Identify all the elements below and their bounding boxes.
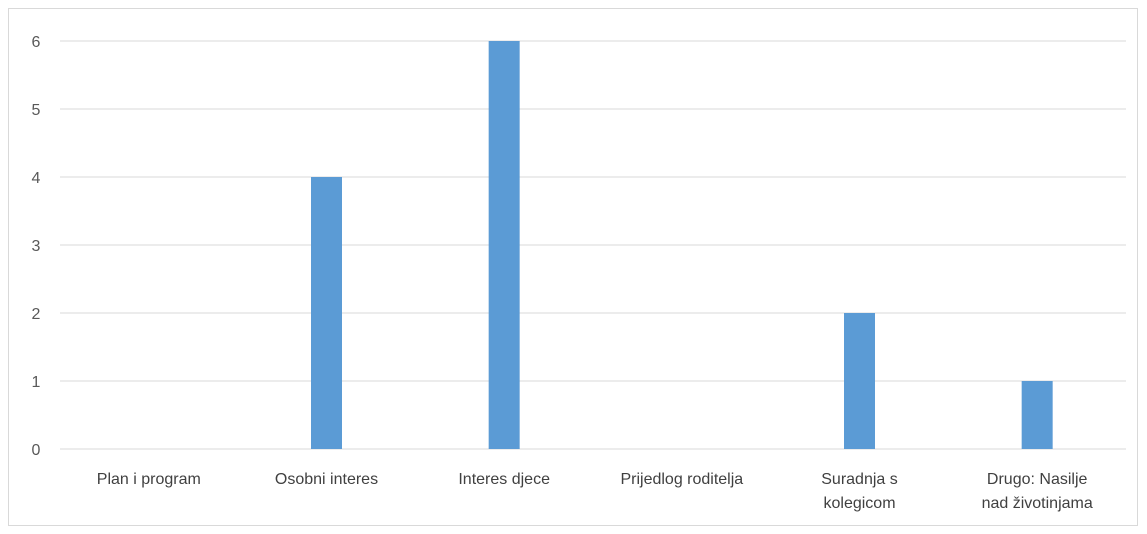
bar-2 (311, 177, 342, 449)
chart-frame (8, 8, 1138, 526)
category-label-3: Interes djece (458, 471, 550, 488)
y-tick-label-5: 5 (32, 102, 41, 119)
category-label-line: Drugo: Nasilje (987, 471, 1088, 488)
category-label-line: Osobni interes (275, 471, 378, 488)
y-tick-label-4: 4 (32, 170, 41, 187)
y-tick-label-3: 3 (32, 238, 41, 255)
category-label-line: Suradnja s (821, 471, 898, 488)
category-label-2: Osobni interes (275, 471, 378, 488)
y-tick-label-6: 6 (32, 34, 41, 51)
y-tick-label-2: 2 (32, 306, 41, 323)
category-label-line: Interes djece (458, 471, 550, 488)
bar-3 (488, 41, 520, 449)
category-label-5: Suradnja s kolegicom (821, 471, 898, 512)
category-label-line: Prijedlog roditelja (620, 471, 743, 488)
bar-6 (1021, 381, 1053, 449)
category-label-line: Plan i program (97, 471, 201, 488)
category-label-1: Plan i program (97, 471, 201, 488)
y-tick-label-1: 1 (32, 374, 41, 391)
category-label-6: Drugo: Nasilje nad životinjama (982, 471, 1093, 512)
category-label-line: kolegicom (823, 495, 895, 512)
category-label-4: Prijedlog roditelja (620, 471, 743, 488)
bar-5 (844, 313, 875, 449)
y-tick-label-0: 0 (32, 442, 41, 459)
category-label-line: nad životinjama (982, 495, 1093, 512)
